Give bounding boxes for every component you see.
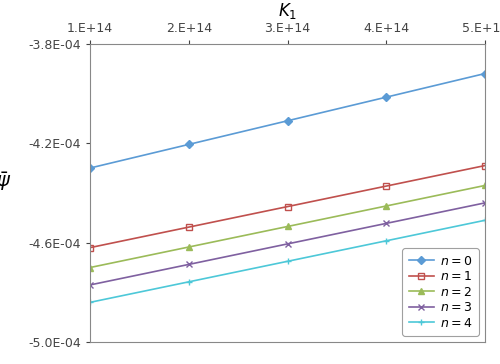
$n = 2$ bbox=[87, 265, 93, 270]
Line: $n = 3$: $n = 3$ bbox=[86, 199, 488, 288]
Line: $n = 4$: $n = 4$ bbox=[86, 217, 488, 306]
$n = 2$ bbox=[383, 204, 389, 208]
$n = 1$ bbox=[284, 205, 290, 209]
$n = 4$ bbox=[186, 280, 192, 284]
$n = 1$ bbox=[482, 163, 488, 168]
X-axis label: $K_1$: $K_1$ bbox=[278, 1, 297, 21]
$n = 0$ bbox=[284, 119, 290, 123]
$n = 3$ bbox=[186, 262, 192, 266]
$n = 4$ bbox=[284, 259, 290, 264]
$n = 2$ bbox=[482, 183, 488, 188]
$n = 0$ bbox=[186, 142, 192, 147]
$n = 3$ bbox=[383, 221, 389, 226]
$n = 4$ bbox=[87, 300, 93, 305]
$n = 0$ bbox=[383, 95, 389, 99]
$n = 4$ bbox=[482, 218, 488, 222]
$n = 2$ bbox=[186, 245, 192, 249]
$n = 4$ bbox=[383, 239, 389, 243]
Line: $n = 0$: $n = 0$ bbox=[87, 71, 488, 171]
Y-axis label: $\bar{\psi}$: $\bar{\psi}$ bbox=[0, 170, 11, 193]
Legend: $n = 0$, $n = 1$, $n = 2$, $n = 3$, $n = 4$: $n = 0$, $n = 1$, $n = 2$, $n = 3$, $n =… bbox=[402, 248, 479, 336]
$n = 0$ bbox=[87, 166, 93, 170]
$n = 3$ bbox=[87, 283, 93, 287]
$n = 3$ bbox=[284, 242, 290, 246]
$n = 1$ bbox=[186, 225, 192, 229]
$n = 1$ bbox=[383, 184, 389, 188]
$n = 3$ bbox=[482, 201, 488, 205]
$n = 1$ bbox=[87, 245, 93, 250]
Line: $n = 1$: $n = 1$ bbox=[87, 163, 488, 250]
$n = 0$ bbox=[482, 71, 488, 76]
Line: $n = 2$: $n = 2$ bbox=[87, 183, 488, 270]
$n = 2$ bbox=[284, 224, 290, 229]
